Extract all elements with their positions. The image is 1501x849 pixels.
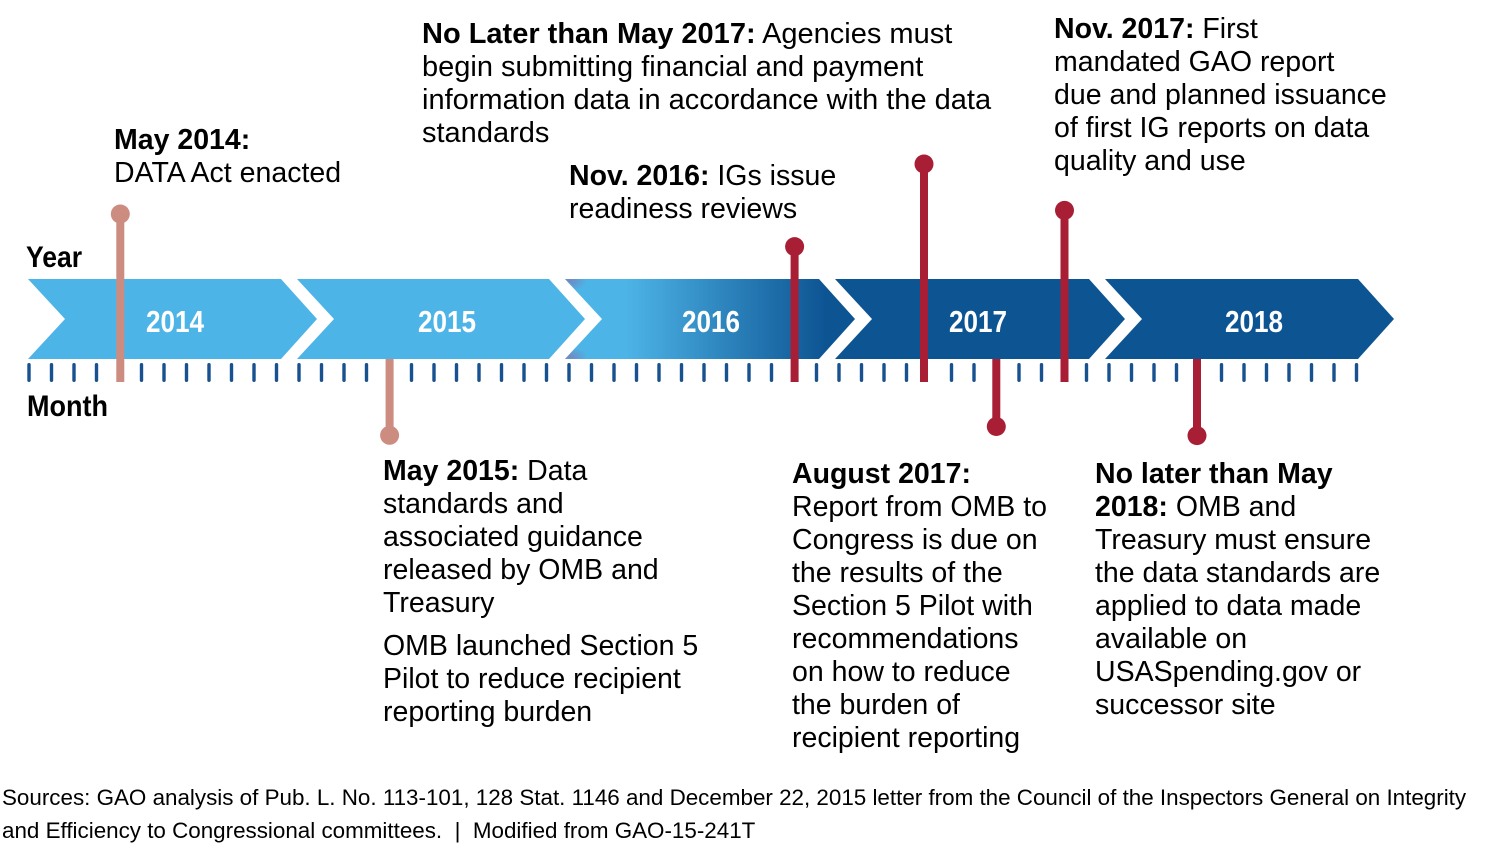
svg-text:2015: 2015: [418, 304, 476, 339]
svg-text:2016: 2016: [682, 304, 740, 339]
svg-text:2018: 2018: [1225, 304, 1283, 339]
svg-text:2014: 2014: [146, 304, 205, 339]
svg-text:2017: 2017: [949, 304, 1007, 339]
